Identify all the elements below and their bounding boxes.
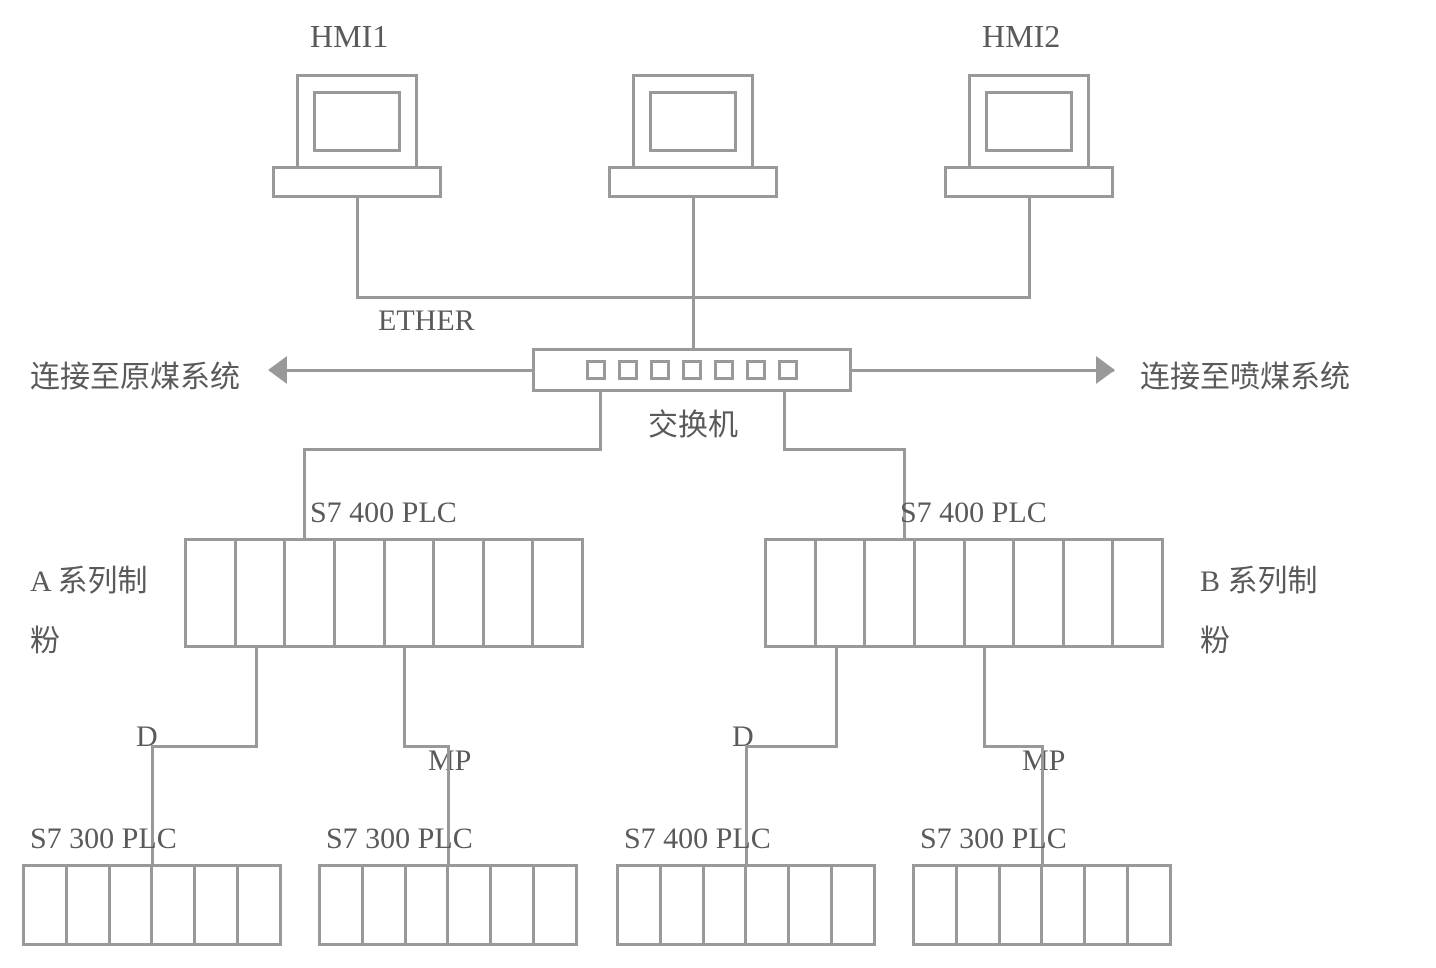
plc-bl1-label: S7 300 PLC (30, 822, 177, 856)
connection-line (356, 198, 359, 299)
connection-line (270, 369, 532, 372)
hmi-computer (296, 74, 442, 198)
switch-port (618, 360, 638, 380)
connection-line (983, 648, 986, 748)
plc-slot (286, 541, 336, 645)
mp-left-label: MP (428, 744, 471, 778)
hmi1-label: HMI1 (310, 18, 388, 55)
plc-slot (916, 541, 966, 645)
plc-rack (22, 864, 282, 946)
network-switch (532, 348, 852, 392)
series-a-label-l1: A 系列制 (30, 556, 148, 600)
hmi2-label: HMI2 (982, 18, 1060, 55)
plc-slot (449, 867, 492, 943)
connection-line (1028, 198, 1031, 299)
connection-line (403, 745, 450, 748)
plc-bl2-label: S7 300 PLC (326, 822, 473, 856)
plc-slot (111, 867, 154, 943)
switch-port (586, 360, 606, 380)
connection-line (983, 745, 1044, 748)
connection-line (303, 448, 602, 451)
connection-line (835, 648, 838, 748)
plc-slot (1086, 867, 1129, 943)
hmi-computer (968, 74, 1114, 198)
plc-slot (485, 541, 535, 645)
plc-slot (1065, 541, 1115, 645)
connection-line (852, 369, 1114, 372)
series-a-label-l2: 粉 (30, 616, 60, 660)
to-inject-coal-label: 连接至喷煤系统 (1140, 352, 1350, 396)
d-right-label: D (732, 720, 754, 754)
plc-slot (747, 867, 790, 943)
plc-rack (616, 864, 876, 946)
arrow-head (268, 356, 287, 384)
plc-br2-label: S7 300 PLC (920, 822, 1067, 856)
plc-slot (196, 867, 239, 943)
connection-line (255, 648, 258, 748)
plc-slot (1043, 867, 1086, 943)
plc-rack (912, 864, 1172, 946)
arrow-head (1096, 356, 1115, 384)
plc-slot (239, 867, 279, 943)
plc-br1-label: S7 400 PLC (624, 822, 771, 856)
connection-line (783, 448, 906, 451)
plc-slot (237, 541, 287, 645)
plc-slot (535, 867, 575, 943)
connection-line (745, 745, 838, 748)
plc-slot (866, 541, 916, 645)
plc-rack (764, 538, 1164, 648)
plc-slot (1001, 867, 1044, 943)
switch-label: 交换机 (648, 400, 738, 444)
connection-line (303, 448, 306, 538)
series-b-label-l1: B 系列制 (1200, 556, 1318, 600)
connection-line (783, 392, 786, 451)
plc-slot (790, 867, 833, 943)
switch-port (650, 360, 670, 380)
ether-label: ETHER (378, 304, 475, 338)
plc-slot (817, 541, 867, 645)
connection-line (692, 198, 695, 299)
plc-slot (153, 867, 196, 943)
plc-slot (321, 867, 364, 943)
plc-top-right-label: S7 400 PLC (900, 496, 1047, 530)
switch-port (714, 360, 734, 380)
plc-slot (407, 867, 450, 943)
mp-right-label: MP (1022, 744, 1065, 778)
plc-slot (68, 867, 111, 943)
plc-slot (364, 867, 407, 943)
plc-slot (958, 867, 1001, 943)
plc-slot (1114, 541, 1161, 645)
plc-slot (662, 867, 705, 943)
plc-top-left-label: S7 400 PLC (310, 496, 457, 530)
switch-port (746, 360, 766, 380)
plc-slot (25, 867, 68, 943)
connection-line (692, 296, 695, 348)
plc-slot (336, 541, 386, 645)
plc-slot (534, 541, 581, 645)
plc-slot (619, 867, 662, 943)
connection-line (151, 745, 258, 748)
plc-slot (386, 541, 436, 645)
plc-slot (767, 541, 817, 645)
plc-slot (915, 867, 958, 943)
d-left-label: D (136, 720, 158, 754)
switch-port (778, 360, 798, 380)
to-raw-coal-label: 连接至原煤系统 (30, 352, 240, 396)
plc-slot (187, 541, 237, 645)
plc-slot (705, 867, 748, 943)
plc-slot (435, 541, 485, 645)
connection-line (403, 648, 406, 748)
plc-slot (966, 541, 1016, 645)
hmi-computer (632, 74, 778, 198)
plc-slot (1015, 541, 1065, 645)
connection-line (599, 392, 602, 451)
plc-rack (318, 864, 578, 946)
plc-slot (833, 867, 873, 943)
plc-rack (184, 538, 584, 648)
switch-port (682, 360, 702, 380)
plc-slot (492, 867, 535, 943)
plc-slot (1129, 867, 1169, 943)
series-b-label-l2: 粉 (1200, 616, 1230, 660)
